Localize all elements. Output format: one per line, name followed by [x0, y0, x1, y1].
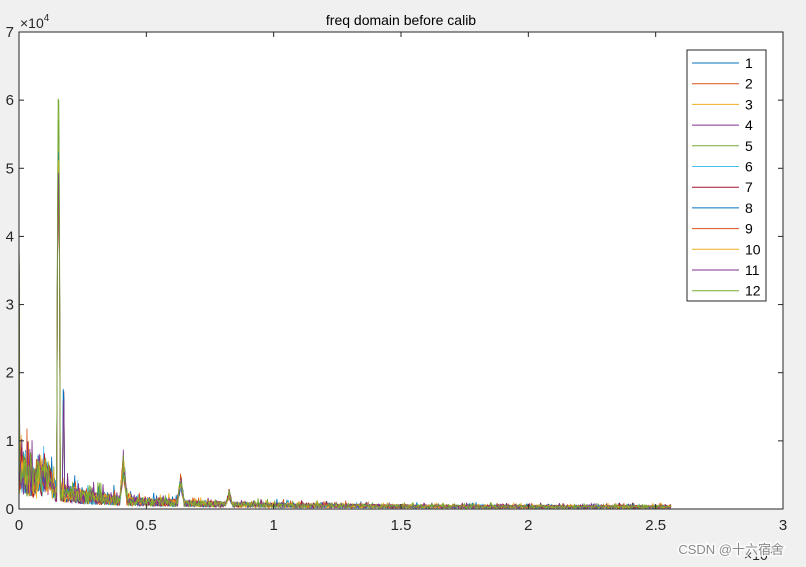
legend-label: 6 — [745, 159, 753, 175]
x-tick-label: 1.5 — [391, 517, 412, 534]
legend-label: 9 — [745, 221, 753, 237]
y-exponent-label: ×104 — [20, 13, 50, 31]
legend-label: 4 — [745, 117, 753, 133]
x-tick-label: 2 — [524, 517, 532, 534]
y-tick-label: 6 — [6, 92, 14, 109]
legend-label: 5 — [745, 138, 753, 154]
legend-label: 11 — [745, 262, 760, 278]
series-layer — [18, 98, 672, 510]
y-tick-label: 0 — [6, 501, 14, 518]
x-tick-label: 0.5 — [136, 517, 157, 534]
x-tick-label: 3 — [779, 517, 787, 534]
y-tick-label: 2 — [6, 365, 14, 382]
series-line-12 — [18, 98, 672, 510]
watermark-halo: CSDN @十六宿舍 — [678, 542, 784, 557]
axes-background — [19, 32, 783, 509]
y-tick-label: 3 — [6, 297, 14, 314]
legend-label: 12 — [745, 283, 761, 299]
y-tick-label: 1 — [6, 433, 14, 450]
y-tick-label: 5 — [6, 160, 14, 177]
legend-label: 7 — [745, 179, 753, 195]
x-tick-label: 1 — [269, 517, 277, 534]
legend-label: 2 — [745, 76, 753, 92]
legend-label: 8 — [745, 200, 753, 216]
legend-label: 1 — [745, 55, 753, 71]
watermark: CSDN @十六宿舍 — [678, 542, 784, 557]
x-tick-label: 0 — [15, 517, 23, 534]
x-exponent-label: ×105 — [744, 545, 774, 563]
x-tick-label: 2.5 — [645, 517, 666, 534]
legend-box — [686, 49, 767, 302]
chart-title: freq domain before calib — [326, 12, 476, 28]
y-tick-label: 4 — [6, 228, 14, 245]
legend-label: 10 — [745, 241, 761, 257]
legend-label: 3 — [745, 96, 753, 112]
y-tick-label: 7 — [6, 24, 14, 41]
